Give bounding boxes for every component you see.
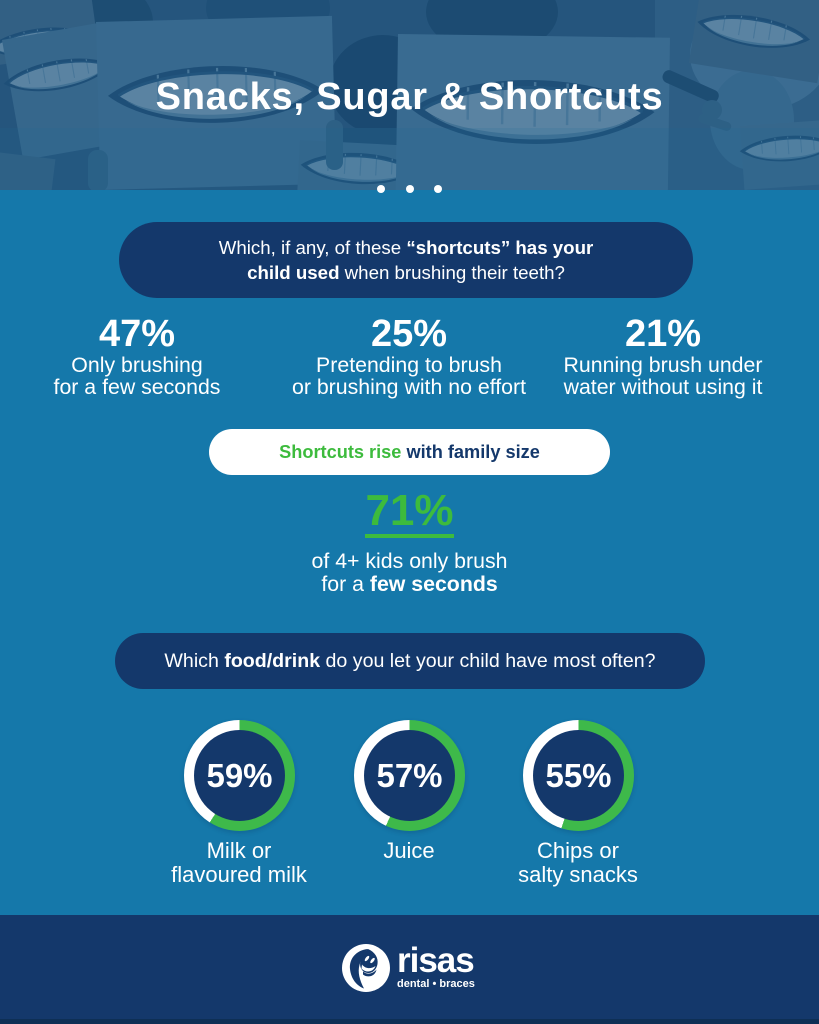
donut-label-line2: flavoured milk (171, 862, 307, 887)
question1-text-regular2: when brushing their teeth? (339, 261, 565, 283)
divider-dots (0, 185, 819, 193)
stat-label: Pretending to brush or brushing with no … (269, 353, 549, 399)
risas-logo-icon (342, 944, 390, 992)
header-collage-graphic (0, 0, 819, 190)
donut-value: 59% (206, 756, 273, 794)
question-food-drink-pill: Which food/drink do you let your child h… (115, 633, 705, 689)
big-stat-caption-bold: few seconds (369, 571, 498, 596)
risas-logo: risas dental • braces (342, 941, 475, 992)
donut-label-chips: Chips or salty snacks (458, 839, 698, 887)
donut-chart-juice: 57% (354, 720, 465, 831)
donut-center: 57% (364, 730, 455, 821)
stat-value: 25% (370, 313, 448, 355)
question1-text-bold2: child used (247, 261, 340, 283)
big-stat-71: 71% (0, 489, 819, 538)
stat-value: 47% (98, 313, 176, 355)
donut-chart-milk: 59% (184, 720, 295, 831)
donut-chart-chips: 55% (523, 720, 634, 831)
donut-center: 59% (194, 730, 285, 821)
donut-label-line1: Juice (383, 838, 435, 863)
donut-label-line1: Milk or (206, 838, 272, 863)
stat-label: Running brush under water without using … (523, 353, 803, 399)
donut-label-juice: Juice (289, 839, 529, 863)
family-size-banner: Shortcuts rise with family size (209, 429, 610, 475)
question-shortcuts-pill: Which, if any, of these “shortcuts” has … (119, 222, 693, 298)
header-photo-collage: Snacks, Sugar & Shortcuts (0, 0, 819, 190)
brand-name: risas (397, 941, 475, 980)
stat-label-line2: water without using it (563, 374, 763, 399)
dot-icon (405, 185, 414, 193)
risas-logo-text: risas dental • braces (397, 941, 475, 992)
stat-value: 21% (624, 313, 702, 355)
banner-navy-text: with family size (401, 442, 540, 462)
stat-pretending: 25% Pretending to brush or brushing with… (269, 313, 549, 398)
stat-label-line1: Pretending to brush (316, 353, 502, 377)
question1-text-regular: Which, if any, of these (218, 237, 407, 258)
donut-label-line2: salty snacks (518, 862, 638, 887)
question2-text-regular: Which (164, 650, 225, 672)
donut-label-milk: Milk or flavoured milk (119, 839, 359, 887)
donut-label-line1: Chips or (537, 838, 619, 863)
dot-icon (377, 185, 385, 193)
page-title: Snacks, Sugar & Shortcuts (155, 76, 664, 118)
question1-text-bold: “shortcuts” has your (406, 237, 594, 258)
stat-label-line2: for a few seconds (53, 374, 221, 399)
banner-green-text: Shortcuts rise (279, 442, 402, 462)
footer-bar (0, 915, 819, 1024)
donut-value: 57% (376, 756, 443, 794)
stat-label-line1: Only brushing (71, 353, 203, 377)
stat-running-water: 21% Running brush under water without us… (523, 313, 803, 398)
footer-bottom-edge (0, 1019, 819, 1024)
question2-text-bold: food/drink (224, 650, 321, 672)
donut-value: 55% (545, 756, 612, 794)
big-stat-caption-line1: of 4+ kids only brush (311, 549, 508, 573)
donut-center: 55% (533, 730, 624, 821)
stat-label: Only brushing for a few seconds (0, 353, 277, 399)
big-stat-value: 71% (365, 489, 454, 538)
big-stat-caption-line2: for a (321, 571, 370, 596)
stat-label-line2: or brushing with no effort (291, 374, 526, 399)
stat-label-line1: Running brush under (563, 353, 763, 377)
dot-icon (434, 185, 442, 193)
question2-text-regular2: do you let your child have most often? (320, 650, 656, 672)
big-stat-caption: of 4+ kids only brush for a few seconds (0, 550, 819, 595)
brand-tagline: dental • braces (397, 978, 475, 990)
stat-only-brushing: 47% Only brushing for a few seconds (0, 313, 277, 398)
